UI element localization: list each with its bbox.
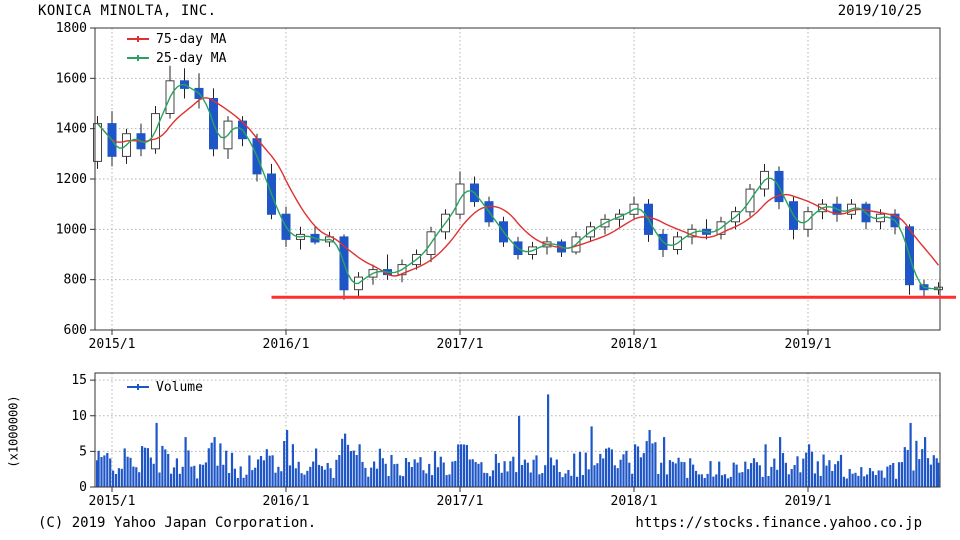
svg-text:1000: 1000 bbox=[56, 222, 87, 237]
svg-text:0: 0 bbox=[79, 480, 87, 495]
svg-text:2017/1: 2017/1 bbox=[437, 337, 484, 352]
svg-text:2019/1: 2019/1 bbox=[785, 494, 832, 509]
legend-row-ma75: 75-day MA bbox=[127, 31, 226, 47]
svg-text:2017/1: 2017/1 bbox=[437, 494, 484, 509]
copyright-text: (C) 2019 Yahoo Japan Corporation. bbox=[38, 515, 317, 531]
svg-text:800: 800 bbox=[64, 273, 87, 288]
svg-text:2015/1: 2015/1 bbox=[89, 337, 136, 352]
ma75-legend-line-icon bbox=[127, 36, 149, 42]
ma25-legend-label: 25-day MA bbox=[156, 50, 227, 66]
svg-text:1600: 1600 bbox=[56, 71, 87, 86]
ma75-line bbox=[96, 97, 940, 277]
volume-bars bbox=[96, 394, 940, 488]
volume-legend-line-icon bbox=[127, 384, 149, 390]
svg-text:2018/1: 2018/1 bbox=[611, 494, 658, 509]
svg-text:2015/1: 2015/1 bbox=[89, 494, 136, 509]
legend-row-volume: Volume bbox=[127, 379, 203, 395]
legend-row-ma25: 25-day MA bbox=[127, 50, 226, 66]
volume-panel-border bbox=[94, 372, 941, 488]
chart-title: KONICA MINOLTA, INC. bbox=[38, 3, 217, 19]
svg-text:600: 600 bbox=[64, 323, 87, 338]
volume-legend-label: Volume bbox=[156, 379, 203, 395]
chart-date: 2019/10/25 bbox=[837, 3, 922, 19]
price-legend: 75-day MA 25-day MA bbox=[127, 31, 226, 66]
svg-text:15: 15 bbox=[71, 373, 87, 388]
ma25-legend-line-icon bbox=[127, 55, 149, 61]
axis-ticks bbox=[90, 27, 809, 492]
svg-text:10: 10 bbox=[71, 409, 87, 424]
price-panel-border bbox=[94, 27, 941, 331]
svg-text:1400: 1400 bbox=[56, 122, 87, 137]
svg-text:2016/1: 2016/1 bbox=[263, 494, 310, 509]
volume-legend: Volume bbox=[127, 379, 203, 395]
svg-text:1800: 1800 bbox=[56, 21, 87, 36]
svg-text:1200: 1200 bbox=[56, 172, 87, 187]
ma75-legend-label: 75-day MA bbox=[156, 31, 227, 47]
svg-text:2019/1: 2019/1 bbox=[785, 337, 832, 352]
volume-axis-unit-label: (x1000000) bbox=[6, 395, 21, 468]
axis-tick-labels: 600 800 1000 1200 1400 1600 1800 0 5 10 15 2015/1 20… bbox=[56, 21, 832, 509]
svg-text:2016/1: 2016/1 bbox=[263, 337, 310, 352]
grid-lines bbox=[95, 28, 940, 487]
svg-text:2018/1: 2018/1 bbox=[611, 337, 658, 352]
source-url-text: https://stocks.finance.yahoo.co.jp bbox=[635, 515, 922, 531]
candlesticks bbox=[93, 65, 943, 300]
ma25-line bbox=[96, 83, 939, 290]
svg-text:5: 5 bbox=[79, 444, 87, 459]
